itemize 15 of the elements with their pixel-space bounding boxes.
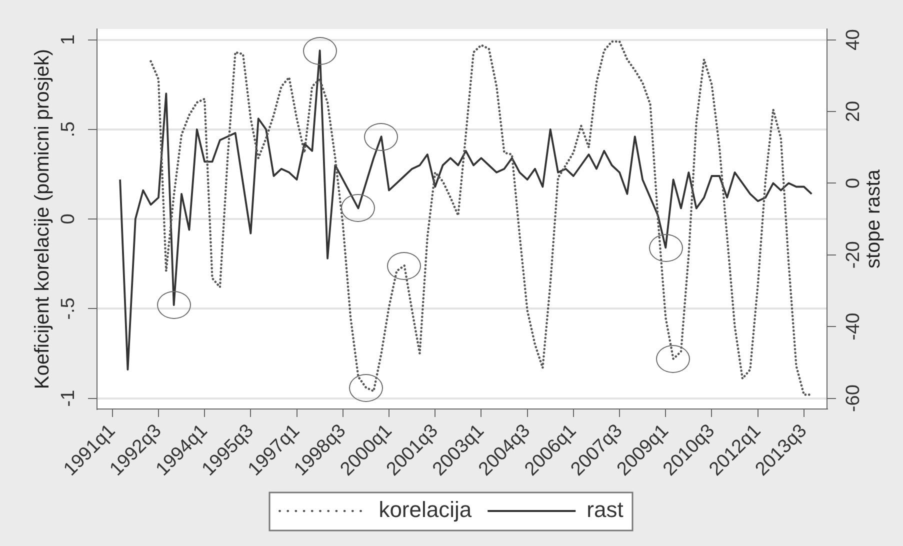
- y2-tick-label: 20: [842, 100, 864, 122]
- legend-label: korelacija: [378, 497, 472, 522]
- y2-axis-title: stope rasta: [862, 168, 885, 268]
- y-tick-label: 1: [58, 34, 80, 46]
- y-axis-title: Koeficijent korelacije (pomicni prosjek): [32, 48, 54, 390]
- y-tick-label: -.5: [58, 298, 80, 320]
- y2-tick-label: -40: [842, 312, 864, 340]
- y2-tick-label: -20: [842, 241, 864, 269]
- y-tick-label: -1: [58, 390, 80, 407]
- legend-label: rast: [586, 497, 624, 522]
- y2-tick-label: -60: [842, 384, 864, 412]
- y-tick-label: .5: [58, 121, 80, 138]
- y2-tick-label: 0: [842, 178, 864, 188]
- y2-tick-label: 40: [842, 29, 864, 50]
- y-tick-label: 0: [58, 214, 80, 224]
